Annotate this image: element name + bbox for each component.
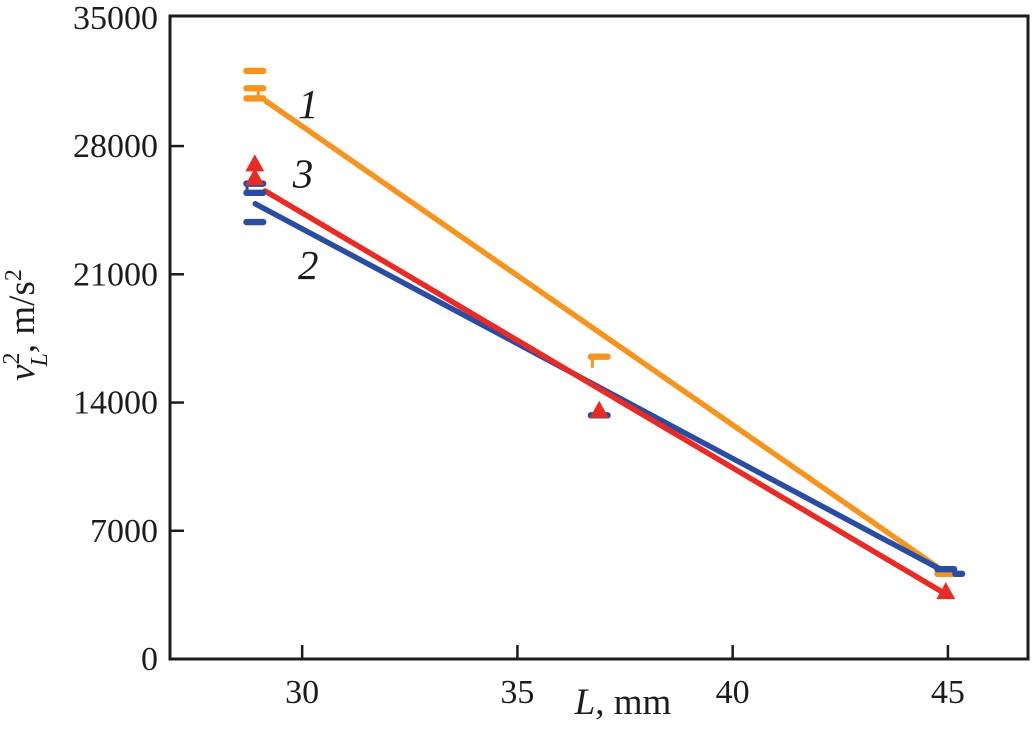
series-fit-line-3 [262, 188, 950, 598]
data-point-triangle-3 [589, 400, 609, 418]
series-label-2: 2 [298, 242, 319, 288]
data-point-dash-1 [243, 67, 267, 75]
x-tick-label: 35 [500, 674, 534, 711]
y-tick-label: 0 [141, 641, 158, 678]
data-point-triangle-3 [245, 168, 265, 186]
series-fit-line-1 [263, 98, 944, 572]
data-point-dash-1 [587, 353, 611, 360]
y-tick-label: 28000 [73, 128, 158, 165]
y-axis-title: v2L, m/s2 [0, 269, 53, 381]
data-point-dash-2 [952, 570, 966, 578]
data-point-dash-2 [243, 218, 267, 226]
x-axis-title: L, mm [574, 682, 672, 723]
y-tick-label: 7000 [90, 513, 158, 550]
series-label-3: 3 [292, 151, 314, 197]
x-tick-label: 40 [716, 674, 750, 711]
data-point-triangle-3 [936, 582, 956, 600]
y-tick-label: 35000 [73, 0, 158, 37]
plot-frame [168, 14, 1030, 661]
data-point-dash-1 [243, 85, 267, 92]
y-tick-label: 21000 [73, 256, 158, 293]
y-tick-label: 14000 [73, 385, 158, 422]
data-point-dash-2 [243, 189, 267, 196]
data-point-dash-1 [243, 95, 267, 102]
series-label-1: 1 [298, 81, 319, 127]
x-tick-label: 45 [931, 674, 965, 711]
data-point-triangle-3 [245, 154, 265, 172]
x-tick-label: 30 [285, 674, 319, 711]
data-point-dash-2 [934, 566, 958, 573]
